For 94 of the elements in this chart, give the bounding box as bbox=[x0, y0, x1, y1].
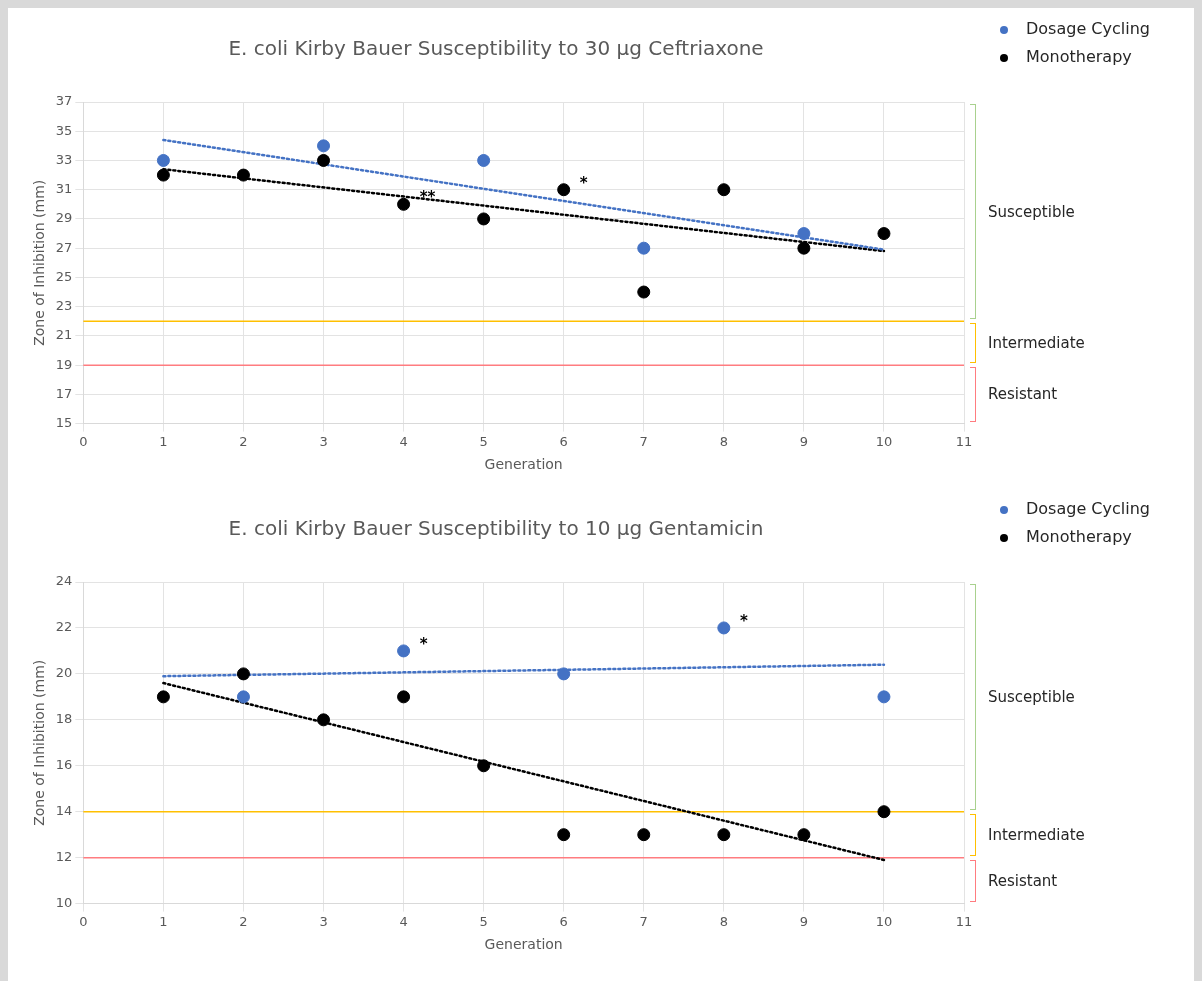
y-tick-label: 29 bbox=[55, 210, 73, 226]
point bbox=[317, 153, 331, 167]
y-tick-label: 37 bbox=[55, 93, 73, 109]
point bbox=[797, 828, 811, 842]
x-tick-label: 9 bbox=[799, 913, 809, 929]
point bbox=[717, 621, 731, 635]
text: Intermediate bbox=[988, 334, 1085, 353]
point bbox=[236, 168, 250, 182]
x-tick-label: 8 bbox=[719, 913, 728, 929]
x-tick-label: 11 bbox=[955, 913, 973, 929]
x-tick-label: 11 bbox=[955, 433, 973, 449]
x-tick-label: 1 bbox=[159, 433, 168, 449]
legend-label: Monotherapy bbox=[1026, 47, 1132, 67]
y-tick-label: 12 bbox=[55, 849, 73, 865]
y-axis-title: Zone of Inhibition (mm) bbox=[31, 659, 48, 826]
legend-label: Monotherapy bbox=[1026, 527, 1132, 547]
point bbox=[236, 667, 250, 681]
y-tick-label: 16 bbox=[55, 757, 73, 773]
y-tick-label: 10 bbox=[55, 894, 73, 910]
x-tick-label: 0 bbox=[79, 913, 88, 929]
y-tick-label: 20 bbox=[55, 665, 73, 681]
y-axis-title: Zone of Inhibition (mm) bbox=[31, 179, 48, 346]
y-tick-label: 17 bbox=[55, 385, 73, 401]
x-tick-label: 6 bbox=[559, 433, 568, 449]
point bbox=[236, 690, 250, 704]
point bbox=[557, 667, 571, 681]
y-tick-label: 23 bbox=[55, 298, 73, 314]
y-tick-label: 18 bbox=[55, 711, 73, 727]
point bbox=[397, 197, 411, 211]
y-tick-label: 33 bbox=[55, 151, 73, 167]
y-tick-label: 21 bbox=[55, 327, 73, 343]
point bbox=[557, 828, 571, 842]
text: Susceptible bbox=[988, 202, 1075, 221]
y-tick-label: 31 bbox=[55, 181, 73, 197]
point bbox=[397, 644, 411, 658]
text: Intermediate bbox=[988, 825, 1085, 844]
y-tick-label: 22 bbox=[55, 619, 73, 635]
legend-label: Dosage Cycling bbox=[1026, 499, 1150, 519]
x-tick-label: 3 bbox=[319, 913, 328, 929]
text: Susceptible bbox=[988, 687, 1075, 706]
x-tick-label: 0 bbox=[79, 433, 88, 449]
y-tick-label: 25 bbox=[55, 268, 73, 284]
x-axis-title: Generation bbox=[484, 936, 563, 953]
point bbox=[397, 690, 411, 704]
x-tick-label: 5 bbox=[479, 433, 488, 449]
x-tick-label: 10 bbox=[875, 433, 893, 449]
point bbox=[317, 139, 331, 153]
annotation: * bbox=[419, 634, 428, 653]
y-tick-label: 35 bbox=[55, 122, 73, 138]
x-tick-label: 4 bbox=[399, 913, 408, 929]
chart-title: E. coli Kirby Bauer Susceptibility to 10 µg Gentamicin bbox=[228, 516, 764, 541]
point bbox=[156, 690, 170, 704]
point bbox=[477, 759, 491, 773]
point bbox=[877, 227, 891, 241]
point bbox=[717, 183, 731, 197]
y-tick-label: 19 bbox=[55, 356, 73, 372]
point bbox=[156, 168, 170, 182]
annotation: ** bbox=[419, 188, 436, 207]
legend-label: Dosage Cycling bbox=[1026, 19, 1150, 39]
x-axis-title: Generation bbox=[484, 456, 563, 473]
point bbox=[797, 227, 811, 241]
point bbox=[317, 713, 331, 727]
x-tick-label: 9 bbox=[799, 433, 809, 449]
x-tick-label: 2 bbox=[239, 433, 248, 449]
x-tick-label: 8 bbox=[719, 433, 728, 449]
x-tick-label: 10 bbox=[875, 913, 893, 929]
y-tick-label: 27 bbox=[55, 239, 73, 255]
x-tick-label: 2 bbox=[239, 913, 248, 929]
x-tick-label: 7 bbox=[639, 433, 648, 449]
point bbox=[637, 285, 651, 299]
y-tick-label: 24 bbox=[55, 573, 73, 589]
x-tick-label: 7 bbox=[639, 913, 648, 929]
point bbox=[156, 153, 170, 167]
point bbox=[637, 828, 651, 842]
point bbox=[717, 828, 731, 842]
chart-title: E. coli Kirby Bauer Susceptibility to 30 µg Ceftriaxone bbox=[228, 36, 764, 61]
y-tick-label: 15 bbox=[55, 414, 73, 430]
x-tick-label: 5 bbox=[479, 913, 488, 929]
x-tick-label: 3 bbox=[319, 433, 328, 449]
text: Resistant bbox=[988, 871, 1058, 890]
text: Resistant bbox=[988, 385, 1058, 404]
annotation: * bbox=[739, 611, 748, 630]
point bbox=[637, 241, 651, 255]
point bbox=[877, 690, 891, 704]
point bbox=[557, 183, 571, 197]
x-tick-label: 1 bbox=[159, 913, 168, 929]
x-tick-label: 4 bbox=[399, 433, 408, 449]
point bbox=[477, 153, 491, 167]
point bbox=[877, 805, 891, 819]
annotation: * bbox=[579, 173, 588, 192]
point bbox=[477, 212, 491, 226]
y-tick-label: 14 bbox=[55, 803, 73, 819]
x-tick-label: 6 bbox=[559, 913, 568, 929]
point bbox=[797, 241, 811, 255]
